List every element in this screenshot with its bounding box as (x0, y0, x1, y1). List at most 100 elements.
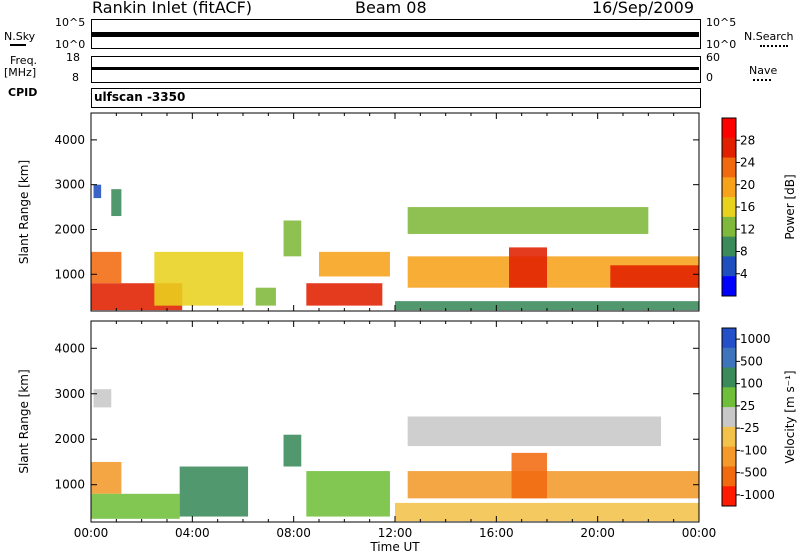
velocity-xtick-label: 04:00 (175, 526, 210, 540)
power-data-cell (93, 184, 102, 199)
velocity-colorbar-label: -100 (740, 443, 767, 457)
power-data-cell (610, 265, 699, 288)
velocity-xtick-label: 12:00 (378, 526, 413, 540)
power-colorbar-swatch (722, 118, 736, 139)
nsearch-dots (760, 45, 788, 47)
power-colorbar-swatch (722, 177, 736, 198)
power-ytick-label: 1000 (54, 267, 85, 281)
nsky-tick-bottom: 10^0 (55, 38, 86, 51)
velocity-data-cell (511, 452, 547, 499)
power-colorbar-label: 16 (740, 200, 755, 214)
velocity-colorbar-swatch (722, 347, 736, 369)
power-data-cell (509, 247, 547, 288)
velocity-colorbar-label: -500 (740, 466, 767, 480)
power-colorbar-label: 20 (740, 178, 755, 192)
velocity-xtick-label: 16:00 (479, 526, 514, 540)
power-colorbar-label: 24 (740, 156, 755, 170)
velocity-data-cell (283, 434, 302, 467)
date-label: 16/Sep/2009 (592, 0, 695, 17)
velocity-colorbar-title: Velocity [m s⁻¹] (783, 370, 797, 463)
velocity-colorbar-label: -25 (740, 421, 760, 435)
power-ytick-label: 2000 (54, 222, 85, 236)
velocity-data-cell (306, 471, 390, 517)
freq-trace (92, 67, 699, 70)
velocity-colorbar-swatch (722, 407, 736, 428)
velocity-colorbar-swatch (722, 328, 736, 349)
velocity-colorbar-swatch (722, 426, 736, 448)
power-colorbar-swatch (722, 236, 736, 257)
velocity-colorbar-label: 500 (740, 354, 763, 368)
nave-tick-top: 60 (706, 51, 720, 64)
velocity-data-cell (395, 502, 699, 522)
power-data-cell (91, 251, 122, 284)
nsearch-tick-bottom: 10^0 (706, 38, 737, 51)
freq-unit: [MHz] (4, 66, 37, 79)
freq-label: Freq. (10, 54, 38, 67)
power-ytick-label: 4000 (54, 133, 85, 147)
velocity-data-cell (179, 466, 249, 517)
velocity-xlabel: Time UT (369, 540, 420, 554)
power-colorbar-swatch (722, 197, 736, 218)
velocity-ylabel: Slant Range [km] (17, 369, 31, 473)
power-colorbar-swatch (722, 216, 736, 238)
power-colorbar-label: 28 (740, 133, 755, 147)
station-title: Rankin Inlet (fitACF) (92, 0, 253, 17)
velocity-colorbar-label: -1000 (740, 488, 775, 502)
power-data-cell (407, 207, 649, 234)
power-ytick-label: 3000 (54, 178, 85, 192)
velocity-data-cell (91, 461, 122, 494)
power-data-cell (283, 220, 302, 257)
velocity-ytick-label: 2000 (54, 432, 85, 446)
nsky-underline (10, 44, 26, 46)
velocity-colorbar-frame (721, 327, 737, 507)
power-colorbar-swatch (722, 276, 736, 297)
velocity-xtick-label: 00:00 (682, 526, 717, 540)
velocity-xtick-label: 00:00 (74, 526, 109, 540)
power-data-cell (154, 251, 243, 306)
nsky-trace (92, 32, 699, 37)
power-ylabel: Slant Range [km] (17, 160, 31, 264)
power-data-cell (111, 189, 122, 217)
velocity-data-cell (407, 471, 699, 499)
power-colorbar-swatch (722, 256, 736, 277)
velocity-colorbar-swatch (722, 387, 736, 408)
power-colorbar-label: 8 (740, 245, 748, 259)
power-data-cell (306, 283, 383, 306)
velocity-ytick-label: 3000 (54, 387, 85, 401)
velocity-data-cell (93, 389, 112, 408)
velocity-colorbar-swatch (722, 367, 736, 388)
power-data-cell (255, 287, 276, 306)
cpid-panel (91, 88, 701, 108)
velocity-colorbar-swatch (722, 446, 736, 467)
power-colorbar-label: 4 (740, 267, 748, 281)
nave-label: Nave (749, 64, 778, 77)
velocity-ytick-label: 1000 (54, 478, 85, 492)
nave-dots (753, 79, 771, 81)
freq-tick-bottom: 8 (72, 71, 79, 84)
nsearch-tick-top: 10^5 (706, 16, 737, 29)
velocity-xtick-label: 20:00 (580, 526, 615, 540)
power-colorbar-title: Power [dB] (783, 174, 797, 239)
power-colorbar-label: 12 (740, 222, 755, 236)
nsky-tick-top: 10^5 (55, 16, 86, 29)
power-data-cell (319, 251, 390, 277)
nsky-label: N.Sky (4, 30, 36, 43)
nave-tick-bottom: 0 (706, 71, 713, 84)
power-colorbar-swatch (722, 157, 736, 178)
velocity-colorbar-swatch (722, 486, 736, 507)
beam-label: Beam 08 (355, 0, 427, 17)
cpid-label: CPID (8, 86, 38, 99)
cpid-value: ulfscan -3350 (94, 90, 186, 104)
velocity-colorbar-label: 1000 (740, 332, 771, 346)
velocity-colorbar-swatch (722, 466, 736, 487)
velocity-colorbar-label: 25 (740, 399, 755, 413)
velocity-ytick-label: 4000 (54, 341, 85, 355)
velocity-xtick-label: 08:00 (276, 526, 311, 540)
power-colorbar-swatch (722, 137, 736, 159)
power-data-cell (395, 301, 699, 311)
velocity-data-cell (407, 416, 661, 447)
nsearch-label: N.Search (744, 30, 794, 43)
freq-tick-top: 18 (66, 51, 80, 64)
velocity-data-cell (91, 493, 180, 519)
